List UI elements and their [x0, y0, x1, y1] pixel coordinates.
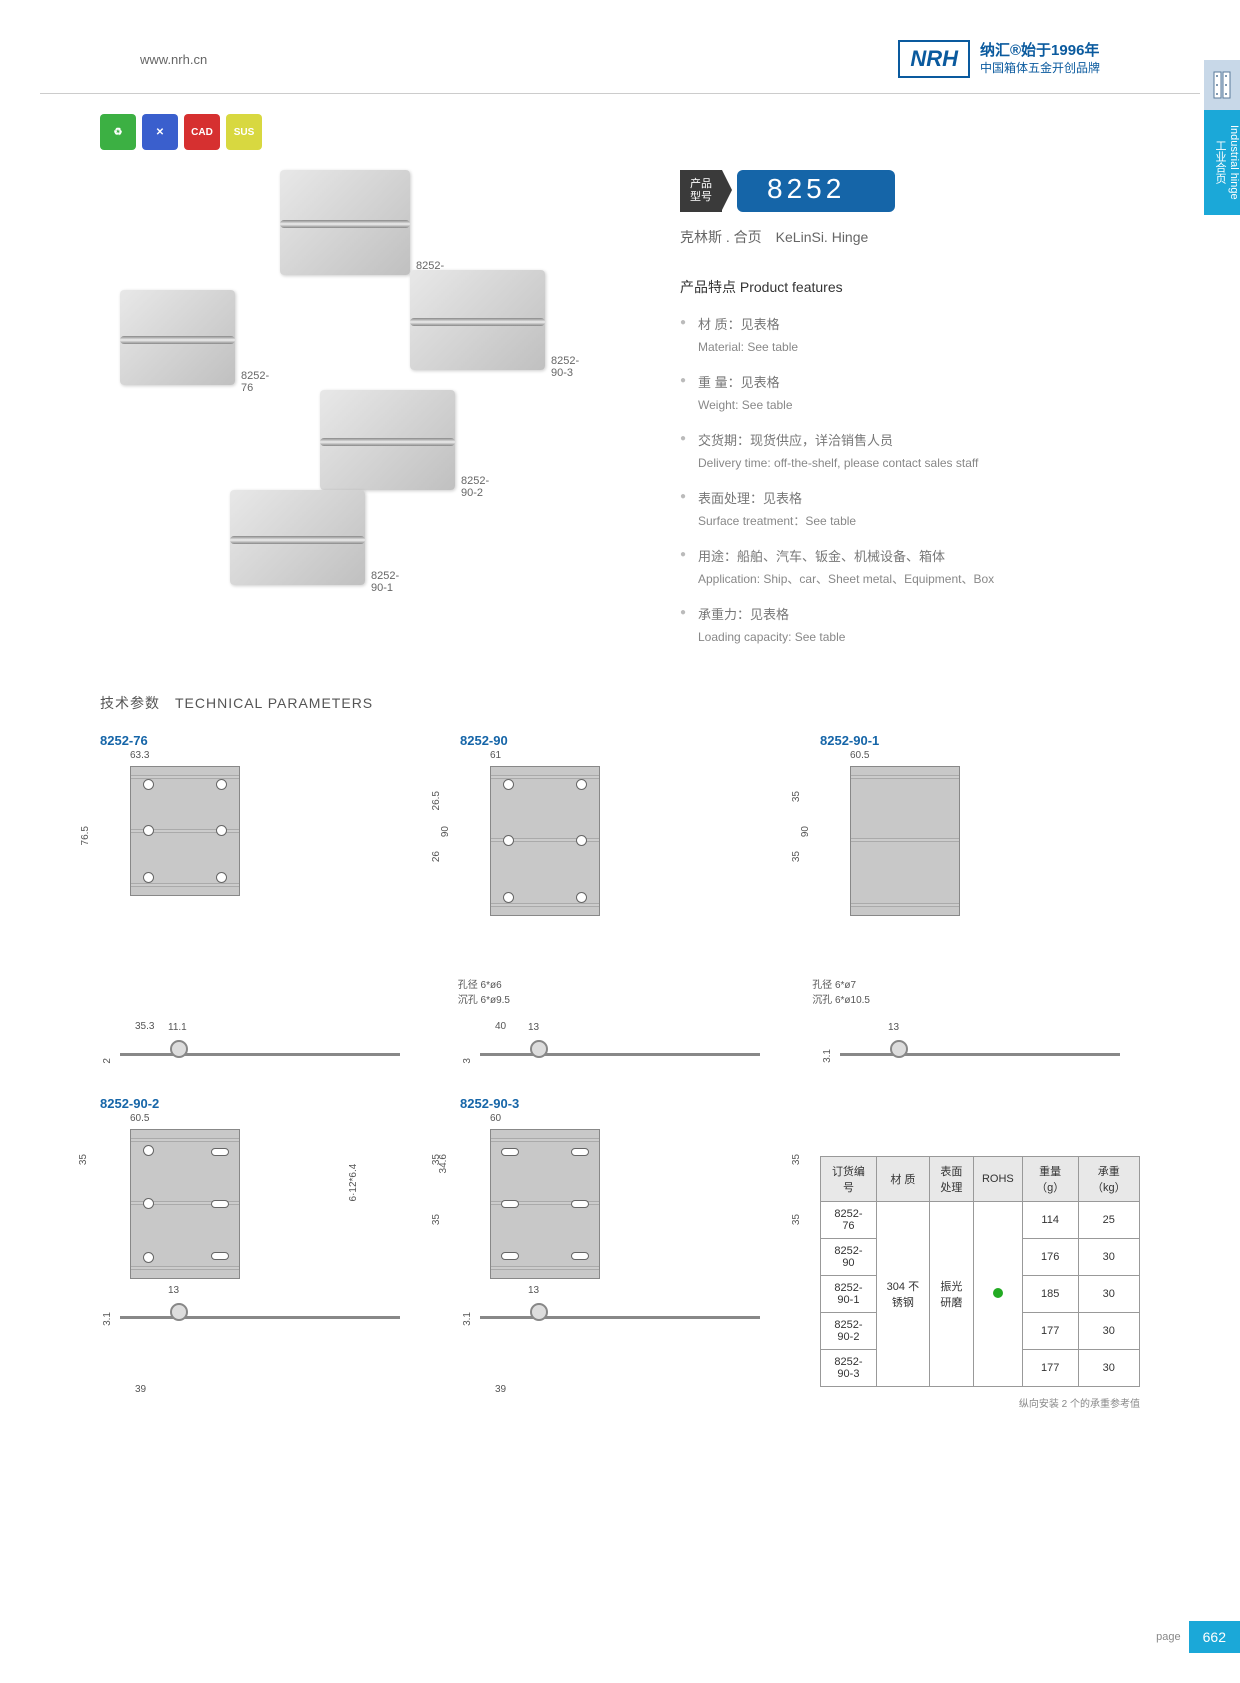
hinge-photo: 8252-90-1 — [230, 490, 365, 585]
feature-item: 承重力：见表格Loading capacity: See table — [680, 605, 1140, 647]
table-header: 订货编号 — [821, 1157, 877, 1202]
product-images: 8252-908252-768252-90-38252-90-28252-90-… — [100, 170, 640, 590]
table-note: 纵向安装 2 个的承重参考值 — [820, 1395, 1140, 1410]
tech-diagram: 8252-90-260.5393535353*ø6.4 3·12*7133.1 — [100, 1096, 420, 1410]
features-title: 产品特点 Product features — [680, 277, 1140, 297]
table-header: 材 质 — [876, 1157, 929, 1202]
feature-item: 材 质：见表格Material: See table — [680, 315, 1140, 357]
badge-icon: CAD — [184, 114, 220, 150]
product-subtitle: 克林斯 . 合页 KeLinSi. Hinge — [680, 227, 1140, 247]
tech-diagram: 8252-90-36039353534.66·12*6.4133.1 — [460, 1096, 780, 1410]
rohs-cell — [973, 1202, 1022, 1387]
hinge-photo: 8252-90 — [280, 170, 410, 275]
feature-item: 用途：船舶、汽车、钣金、机械设备、箱体Application: Ship、car… — [680, 547, 1140, 589]
table-cell: 30 — [1078, 1350, 1139, 1387]
table-cell: 30 — [1078, 1276, 1139, 1313]
website-url: www.nrh.cn — [140, 52, 207, 67]
table-cell: 8252-90-1 — [821, 1276, 877, 1313]
table-cell: 176 — [1022, 1239, 1078, 1276]
product-info: 产品 型号 8252 克林斯 . 合页 KeLinSi. Hinge 产品特点 … — [680, 170, 1140, 663]
table-cell: 振光研磨 — [929, 1202, 973, 1387]
hinge-photo-label: 8252-90-1 — [371, 570, 399, 594]
hinge-photo: 8252-90-3 — [410, 270, 545, 370]
hinge-photo-label: 8252-90-2 — [461, 475, 489, 499]
tech-item-name: 8252-90 — [460, 733, 780, 748]
tech-diagram: 8252-7663.376.535.326.526孔径 6*ø6 沉孔 6*ø9… — [100, 733, 420, 1066]
table-header: 表面处理 — [929, 1157, 973, 1202]
table-cell: 8252-90-2 — [821, 1313, 877, 1350]
table-cell: 30 — [1078, 1313, 1139, 1350]
table-cell: 30 — [1078, 1239, 1139, 1276]
tech-grid: 8252-7663.376.535.326.526孔径 6*ø6 沉孔 6*ø9… — [100, 733, 1140, 1410]
feature-item: 表面处理：见表格Surface treatment：See table — [680, 489, 1140, 531]
hinge-photo-label: 8252-90-3 — [551, 355, 579, 379]
tech-diagram: 8252-90-160.590133.1 — [820, 733, 1140, 1066]
feature-item: 交货期：现货供应，详洽销售人员Delivery time: off-the-sh… — [680, 431, 1140, 473]
table-cell: 304 不锈钢 — [876, 1202, 929, 1387]
product-header: 产品 型号 8252 — [680, 170, 1140, 212]
tech-section: 技术参数 TECHNICAL PARAMETERS 8252-7663.376.… — [0, 663, 1240, 1410]
spec-table-cell: 订货编号材 质表面处理ROHS重量（g）承重（kg） 8252-76304 不锈钢… — [820, 1156, 1140, 1410]
brand-block: NRH 纳汇®始于1996年 中国箱体五金开创品牌 — [898, 40, 1100, 78]
table-cell: 25 — [1078, 1202, 1139, 1239]
badge-icon: SUS — [226, 114, 262, 150]
hinge-photo: 8252-76 — [120, 290, 235, 385]
table-header: 重量（g） — [1022, 1157, 1078, 1202]
badge-icon: ✕ — [142, 114, 178, 150]
table-cell: 8252-90 — [821, 1239, 877, 1276]
table-cell: 8252-76 — [821, 1202, 877, 1239]
badge-icon: ♻ — [100, 114, 136, 150]
badge-row: ♻✕CADSUS — [100, 114, 1240, 150]
tech-item-name: 8252-76 — [100, 733, 420, 748]
tech-title: 技术参数 TECHNICAL PARAMETERS — [100, 693, 1140, 713]
product-number: 8252 — [737, 170, 895, 212]
table-cell: 114 — [1022, 1202, 1078, 1239]
table-cell: 177 — [1022, 1350, 1078, 1387]
brand-text: 纳汇®始于1996年 中国箱体五金开创品牌 — [980, 41, 1100, 76]
brand-logo: NRH — [898, 40, 970, 78]
spec-table: 订货编号材 质表面处理ROHS重量（g）承重（kg） 8252-76304 不锈钢… — [820, 1156, 1140, 1387]
table-cell: 177 — [1022, 1313, 1078, 1350]
table-cell: 185 — [1022, 1276, 1078, 1313]
side-tab-label: Industrial hinge 工业合页 — [1204, 110, 1240, 215]
hinge-photo-label: 8252-76 — [241, 370, 269, 394]
hinge-photo: 8252-90-2 — [320, 390, 455, 490]
product-tag: 产品 型号 — [680, 170, 722, 212]
hinge-icon — [1204, 60, 1240, 110]
page-label: page — [1156, 1631, 1180, 1643]
page-footer: page 662 — [1156, 1621, 1240, 1653]
tech-diagram: 8252-906190403535孔径 6*ø7 沉孔 6*ø10.5133 — [460, 733, 780, 1066]
table-header: ROHS — [973, 1157, 1022, 1202]
tech-item-name: 8252-90-1 — [820, 733, 1140, 748]
tech-item-name: 8252-90-3 — [460, 1096, 780, 1111]
page-number: 662 — [1189, 1621, 1240, 1653]
side-tab: Industrial hinge 工业合页 — [1204, 60, 1240, 215]
feature-item: 重 量：见表格Weight: See table — [680, 373, 1140, 415]
table-header: 承重（kg） — [1078, 1157, 1139, 1202]
tech-item-name: 8252-90-2 — [100, 1096, 420, 1111]
table-cell: 8252-90-3 — [821, 1350, 877, 1387]
features-list: 材 质：见表格Material: See table 重 量：见表格Weight:… — [680, 315, 1140, 647]
page-header: www.nrh.cn NRH 纳汇®始于1996年 中国箱体五金开创品牌 — [40, 0, 1200, 94]
